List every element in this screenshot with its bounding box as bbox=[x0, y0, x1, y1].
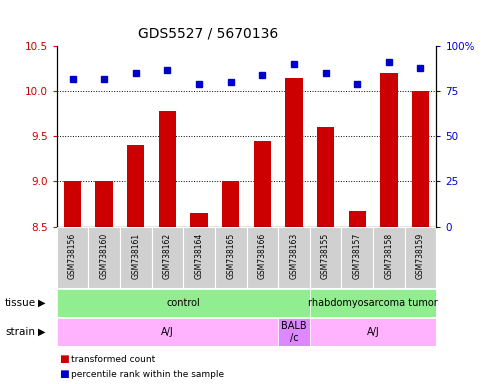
Bar bbox=[278, 318, 310, 346]
Text: ▶: ▶ bbox=[38, 298, 46, 308]
Bar bbox=[57, 318, 278, 346]
Text: ■: ■ bbox=[59, 354, 69, 364]
Text: GSM738160: GSM738160 bbox=[100, 233, 108, 279]
Text: ■: ■ bbox=[59, 369, 69, 379]
Bar bbox=[215, 227, 246, 288]
Text: A/J: A/J bbox=[161, 327, 174, 337]
Text: rhabdomyosarcoma tumor: rhabdomyosarcoma tumor bbox=[308, 298, 438, 308]
Text: GSM738155: GSM738155 bbox=[321, 233, 330, 279]
Bar bbox=[152, 227, 183, 288]
Bar bbox=[159, 111, 176, 227]
Bar bbox=[183, 227, 215, 288]
Bar bbox=[285, 78, 303, 227]
Bar bbox=[310, 289, 436, 317]
Bar bbox=[412, 91, 429, 227]
Bar bbox=[96, 180, 113, 227]
Text: GSM738156: GSM738156 bbox=[68, 233, 77, 279]
Text: transformed count: transformed count bbox=[71, 354, 156, 364]
Text: percentile rank within the sample: percentile rank within the sample bbox=[71, 370, 225, 379]
Text: ▶: ▶ bbox=[38, 327, 46, 337]
Text: GSM738164: GSM738164 bbox=[195, 233, 204, 279]
Text: GSM738163: GSM738163 bbox=[289, 233, 298, 279]
Bar bbox=[120, 227, 152, 288]
Bar bbox=[57, 289, 310, 317]
Bar bbox=[310, 227, 341, 288]
Text: GDS5527 / 5670136: GDS5527 / 5670136 bbox=[139, 26, 279, 40]
Bar bbox=[64, 182, 81, 227]
Bar bbox=[253, 141, 271, 227]
Bar bbox=[222, 182, 240, 227]
Text: strain: strain bbox=[5, 327, 35, 337]
Text: GSM738161: GSM738161 bbox=[131, 233, 141, 279]
Text: BALB
/c: BALB /c bbox=[281, 321, 307, 343]
Text: tissue: tissue bbox=[5, 298, 36, 308]
Bar bbox=[341, 227, 373, 288]
Text: GSM738166: GSM738166 bbox=[258, 233, 267, 279]
Bar bbox=[278, 227, 310, 288]
Bar bbox=[246, 227, 278, 288]
Bar bbox=[88, 227, 120, 288]
Text: control: control bbox=[166, 298, 200, 308]
Text: GSM738157: GSM738157 bbox=[352, 233, 362, 279]
Text: GSM738165: GSM738165 bbox=[226, 233, 235, 279]
Bar bbox=[190, 213, 208, 227]
Bar bbox=[310, 318, 436, 346]
Bar bbox=[127, 146, 144, 227]
Bar bbox=[373, 227, 405, 288]
Bar bbox=[380, 73, 397, 227]
Bar bbox=[405, 227, 436, 288]
Text: A/J: A/J bbox=[367, 327, 380, 337]
Text: GSM738159: GSM738159 bbox=[416, 233, 425, 279]
Text: GSM738162: GSM738162 bbox=[163, 233, 172, 279]
Bar bbox=[57, 227, 88, 288]
Text: GSM738158: GSM738158 bbox=[385, 233, 393, 279]
Bar bbox=[317, 127, 334, 227]
Bar bbox=[349, 211, 366, 227]
